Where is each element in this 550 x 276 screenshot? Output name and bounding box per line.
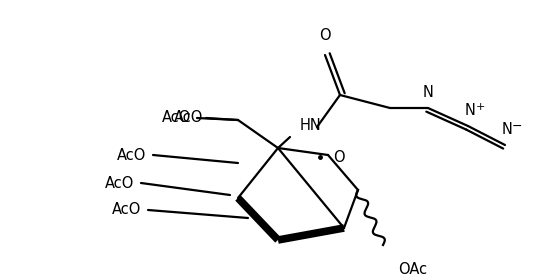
- Text: AcO: AcO: [105, 176, 135, 190]
- Text: +: +: [475, 102, 485, 112]
- Text: AcO: AcO: [112, 203, 142, 217]
- Text: O: O: [319, 28, 331, 43]
- Text: AcO: AcO: [174, 110, 203, 126]
- Text: N: N: [422, 85, 433, 100]
- Text: N: N: [502, 122, 513, 137]
- Text: O: O: [333, 150, 345, 164]
- Text: HN: HN: [300, 118, 322, 132]
- Text: N: N: [465, 103, 475, 118]
- Text: −: −: [512, 120, 522, 133]
- Text: AcO: AcO: [162, 110, 192, 126]
- Text: AcO: AcO: [117, 147, 147, 163]
- Text: OAc: OAc: [398, 262, 427, 276]
